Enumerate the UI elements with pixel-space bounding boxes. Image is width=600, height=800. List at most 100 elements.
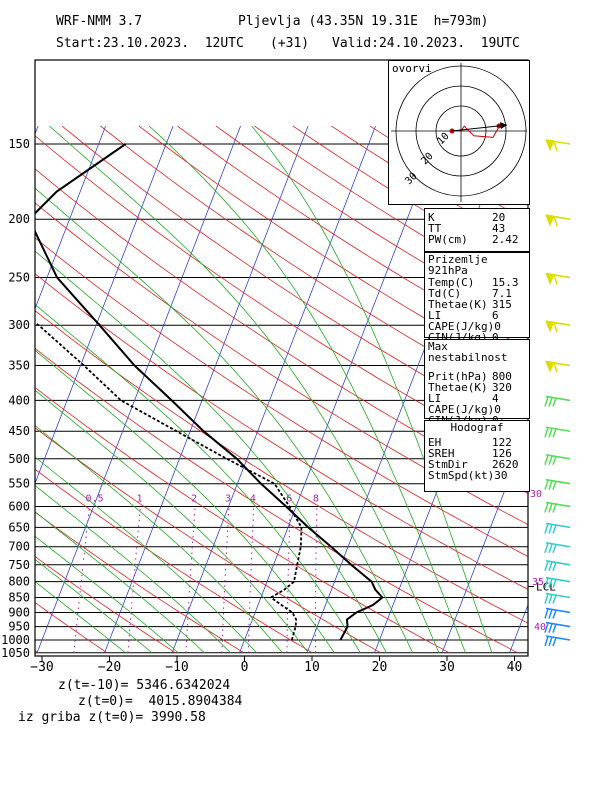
- surface-value: 6: [492, 309, 499, 322]
- dewpoint-profile: [35, 322, 303, 641]
- dry-adiabat-line: [35, 347, 518, 654]
- wind-barb-feather: [548, 578, 553, 588]
- wind-barb-feather: [548, 480, 553, 490]
- wind-barb-staff: [545, 621, 571, 628]
- instability-row: LI 4: [425, 393, 529, 404]
- wind-barb-feather: [552, 428, 557, 438]
- wind-barb-staff: [545, 576, 571, 583]
- theta-e-label: 30: [530, 489, 542, 500]
- wind-barb-feather: [544, 543, 549, 553]
- skew-t-diagram: 1502002503003504004505005506006507007508…: [1, 59, 571, 675]
- dry-adiabat-line: [177, 125, 528, 351]
- wind-barb-feather: [552, 609, 557, 619]
- wind-barb-feather: [544, 577, 549, 588]
- wind-barb-feather: [548, 561, 553, 572]
- moist-adiabat-line: [35, 558, 153, 654]
- hodograph-param-name: StmSpd(kt): [428, 469, 495, 482]
- hodograph-param-value: 2620: [492, 458, 519, 471]
- hodograph-param-row: StmSpd(kt) 30: [425, 470, 529, 481]
- wind-barb-staff: [545, 559, 571, 566]
- moist-adiabat-line: [35, 250, 387, 653]
- height-line-3: iz griba z(t=0)= 3990.58: [18, 710, 206, 725]
- station-label: Pljevlja (43.35N 19.31E h=793m): [238, 14, 489, 29]
- instability-box: Max nestabilnost Prit(hPa) 800 Thetae(K) 32…: [424, 339, 530, 426]
- temp-tick-label: 20: [372, 660, 388, 675]
- dry-adiabat-line: [138, 125, 528, 378]
- dry-adiabat-line: [35, 427, 381, 654]
- pressure-tick-label: 450: [8, 424, 30, 438]
- surface-row: CIN(J/kg) 0: [425, 332, 529, 343]
- pressure-tick-label: 950: [8, 620, 30, 634]
- surface-value: 15.3: [492, 276, 519, 289]
- wind-barb-feather: [553, 322, 558, 333]
- wind-barb-feather: [552, 562, 557, 572]
- wind-barb-feather: [544, 502, 549, 513]
- hodograph-param-value: 30: [494, 469, 508, 482]
- temperature-profile: [35, 143, 384, 641]
- pressure-tick-label: 1000: [1, 633, 30, 647]
- wind-barb-feather: [544, 636, 549, 647]
- dry-adiabat-line: [523, 125, 528, 129]
- mixing-ratio-label: 0.5: [86, 493, 104, 504]
- pressure-tick-label: 400: [8, 393, 30, 407]
- wind-barb-feather: [552, 579, 557, 588]
- surface-value: 7.1: [492, 287, 512, 300]
- moist-adiabat-line: [48, 125, 440, 653]
- hodograph-inset: ovorvi 10 20 30: [388, 60, 530, 205]
- wind-barb-pennant: [545, 272, 555, 285]
- hodograph-param-name: SREH: [428, 447, 455, 460]
- mixing-ratio-label: 4: [250, 493, 256, 504]
- wind-barb-feather: [548, 455, 553, 466]
- surface-row: Thetae(K) 315: [425, 299, 529, 310]
- dry-adiabat-line: [35, 386, 450, 654]
- pressure-tick-label: 800: [8, 575, 30, 589]
- temp-tick-label: −30: [30, 660, 53, 675]
- mixing-ratio-line: [247, 506, 255, 653]
- isotherm-line: [171, 125, 376, 653]
- wind-barb-feather: [544, 396, 549, 407]
- mixing-ratio-line: [221, 506, 230, 653]
- index-value: 20: [492, 211, 506, 224]
- instability-name: LI: [428, 392, 442, 405]
- dry-adiabat-line: [35, 310, 528, 624]
- index-row: K 20: [425, 212, 529, 223]
- moist-adiabat-line: [148, 125, 466, 653]
- temp-tick-label: 30: [439, 660, 455, 675]
- pressure-tick-label: 150: [8, 137, 30, 151]
- pressure-tick-label: 300: [8, 318, 30, 332]
- wind-barb-feather: [553, 140, 558, 152]
- moist-adiabat-line: [35, 349, 335, 654]
- instability-value: 320: [492, 381, 512, 394]
- surface-name: CAPE(J/kg): [428, 320, 495, 333]
- isotherm-line: [35, 125, 174, 485]
- storm-motion-arrow: [500, 122, 507, 129]
- hodograph-ring-label: 30: [403, 171, 419, 187]
- instability-value: 4: [492, 392, 499, 405]
- wind-barb-feather: [548, 428, 553, 438]
- hodograph-param-row: SREH 126: [425, 448, 529, 459]
- pressure-tick-label: 900: [8, 605, 30, 619]
- mixing-ratio-line: [185, 506, 196, 653]
- height-line-1: z(t=-10)= 5346.6342024: [58, 678, 231, 693]
- index-name: PW(cm): [428, 233, 468, 246]
- wind-barb-feather: [552, 503, 557, 513]
- valid-label: Valid:24.10.2023. 19UTC: [332, 36, 520, 51]
- pressure-tick-label: 650: [8, 520, 30, 534]
- hodograph-trace: [460, 125, 500, 138]
- mixing-ratio-line: [286, 506, 291, 653]
- moist-adiabat-line: [35, 187, 414, 653]
- surface-row: Td(C) 7.1: [425, 288, 529, 299]
- surface-row: CAPE(J/kg) 0: [425, 321, 529, 332]
- dry-adiabat-line: [35, 135, 528, 464]
- index-row: PW(cm) 2.42: [425, 234, 529, 245]
- temp-tick-label: 0: [241, 660, 249, 675]
- temp-tick-label: −20: [98, 660, 121, 675]
- dry-adiabat-line: [35, 468, 313, 654]
- surface-name: CIN(J/kg): [428, 331, 488, 344]
- wind-barb-pennant: [545, 360, 555, 373]
- moist-adiabat-line: [35, 511, 205, 654]
- wind-barb-feather: [552, 397, 557, 407]
- model-label: WRF-NMM 3.7: [56, 14, 143, 29]
- temp-tick-label: 10: [304, 660, 320, 675]
- moist-adiabat-line: [35, 389, 309, 654]
